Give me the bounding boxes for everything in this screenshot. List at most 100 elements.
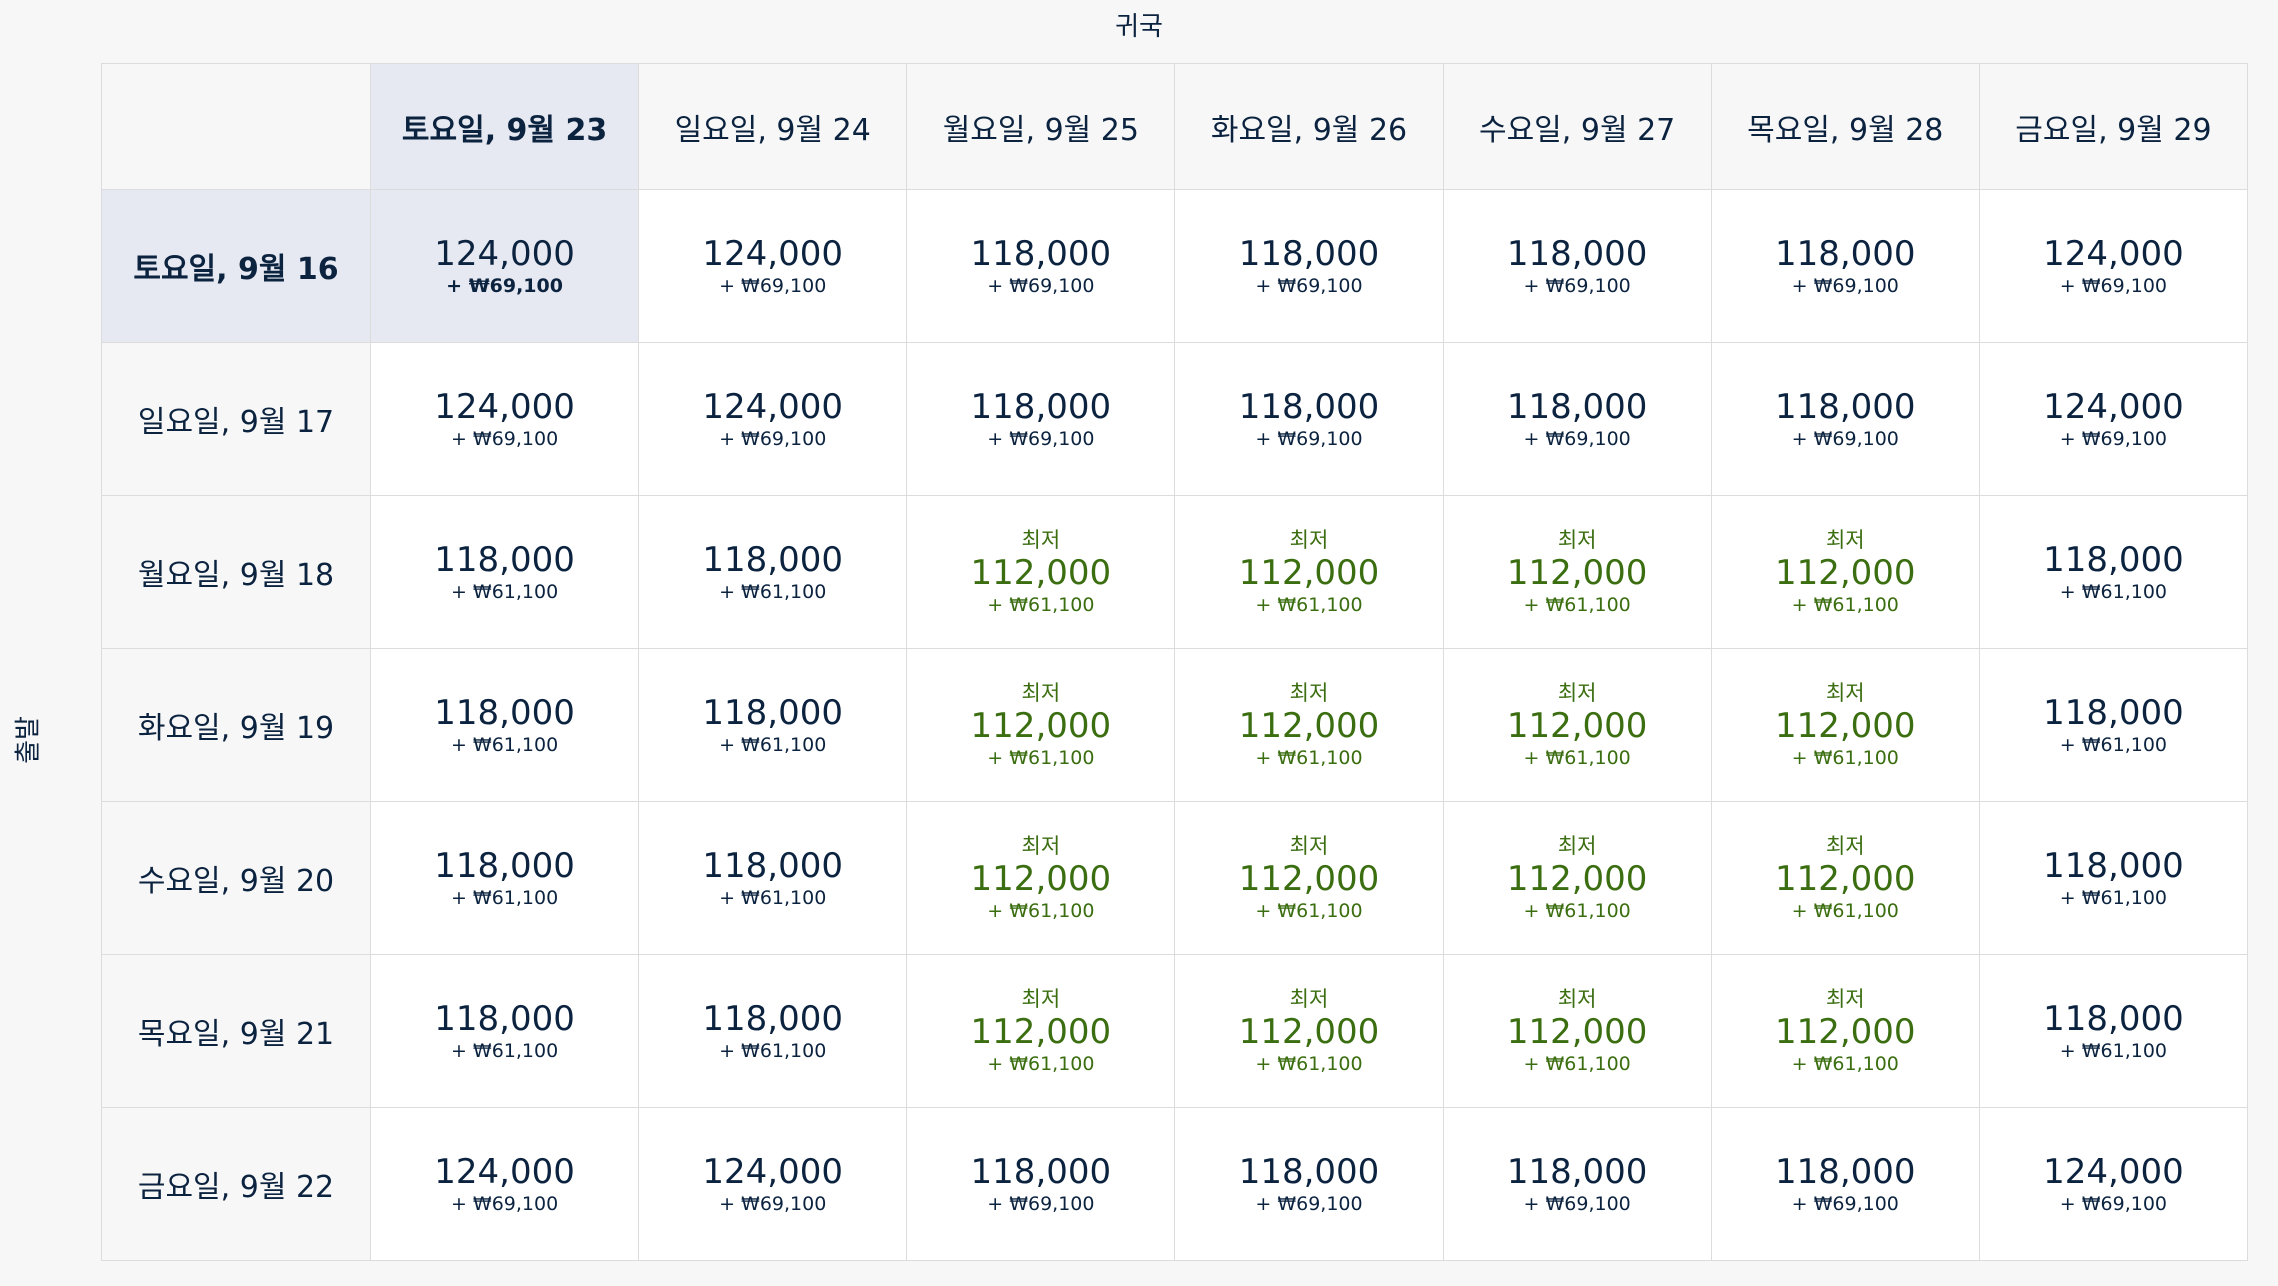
fare-tax: + ₩61,100	[987, 900, 1095, 922]
fare-tax: + ₩69,100	[1791, 1193, 1899, 1215]
fare-price: 118,000	[1506, 234, 1648, 274]
fare-cell[interactable]: 118,000 + ₩61,100	[638, 954, 908, 1108]
fare-price: 112,000	[970, 859, 1112, 899]
fare-tax: + ₩69,100	[450, 428, 559, 450]
fare-cell[interactable]: 124,000 + ₩69,100	[369, 342, 640, 496]
fare-cell[interactable]: 118,000 + ₩61,100	[1978, 801, 2249, 955]
fare-price: 118,000	[702, 999, 844, 1039]
fare-cell[interactable]: 118,000 + ₩61,100	[1978, 648, 2249, 802]
fare-cell[interactable]: 118,000 + ₩69,100	[1174, 1107, 1444, 1261]
fare-row: 수요일, 9월 20 118,000 + ₩61,100 118,000 + ₩61,1…	[101, 801, 2249, 955]
depart-date-header: 금요일, 9월 22	[101, 1107, 371, 1261]
fare-row: 월요일, 9월 18 118,000 + ₩61,100 118,000 + ₩61,1…	[101, 495, 2249, 649]
fare-tax: + ₩61,100	[450, 887, 559, 909]
fare-cell[interactable]: 124,000 + ₩69,100	[1978, 342, 2249, 496]
fare-tax: + ₩61,100	[1255, 1053, 1363, 1075]
fare-cell[interactable]: 최저 112,000 + ₩61,100	[906, 954, 1176, 1108]
lowest-fare-badge: 최저	[1021, 681, 1061, 705]
fare-price: 118,000	[2043, 846, 2184, 886]
lowest-fare-badge: 최저	[1021, 987, 1061, 1011]
return-date-header: 토요일, 9월 23	[369, 63, 640, 190]
fare-cell[interactable]: 최저 112,000 + ₩61,100	[1174, 801, 1444, 955]
fare-cell[interactable]: 118,000 + ₩69,100	[1442, 189, 1712, 343]
fare-cell[interactable]: 118,000 + ₩61,100	[638, 495, 908, 649]
fare-tax: + ₩69,100	[2059, 428, 2168, 450]
depart-axis-label: 출발	[13, 716, 44, 764]
fare-price: 118,000	[434, 999, 575, 1039]
fare-cell[interactable]: 118,000 + ₩61,100	[1978, 954, 2249, 1108]
fare-price: 124,000	[434, 234, 575, 274]
fare-cell[interactable]: 최저 112,000 + ₩61,100	[1710, 495, 1980, 649]
fare-cell[interactable]: 118,000 + ₩61,100	[638, 801, 908, 955]
fare-tax: + ₩69,100	[1255, 1193, 1363, 1215]
depart-date-header: 수요일, 9월 20	[101, 801, 371, 955]
fare-cell[interactable]: 118,000 + ₩61,100	[638, 648, 908, 802]
fare-cell[interactable]: 최저 112,000 + ₩61,100	[1174, 495, 1444, 649]
fare-tax: + ₩61,100	[987, 1053, 1095, 1075]
fare-cell[interactable]: 124,000 + ₩69,100	[638, 189, 908, 343]
fare-cell[interactable]: 최저 112,000 + ₩61,100	[1442, 954, 1712, 1108]
fare-row: 토요일, 9월 16 124,000 + ₩69,100 124,000 + ₩69,1…	[101, 189, 2249, 343]
fare-price: 118,000	[702, 540, 844, 580]
fare-cell[interactable]: 최저 112,000 + ₩61,100	[1710, 801, 1980, 955]
fare-cell[interactable]: 118,000 + ₩61,100	[369, 954, 640, 1108]
depart-date-header: 화요일, 9월 19	[101, 648, 371, 802]
return-date-header: 목요일, 9월 28	[1710, 63, 1980, 190]
fare-tax: + ₩69,100	[987, 1193, 1095, 1215]
fare-cell[interactable]: 최저 112,000 + ₩61,100	[906, 648, 1176, 802]
fare-tax: + ₩61,100	[719, 734, 827, 756]
fare-cell[interactable]: 최저 112,000 + ₩61,100	[906, 801, 1176, 955]
fare-tax: + ₩61,100	[1791, 1053, 1899, 1075]
fare-tax: + ₩61,100	[719, 887, 827, 909]
fare-cell[interactable]: 124,000 + ₩69,100	[638, 1107, 908, 1261]
fare-price: 118,000	[702, 693, 844, 733]
fare-price: 118,000	[1774, 234, 1916, 274]
fare-cell[interactable]: 118,000 + ₩69,100	[906, 342, 1176, 496]
fare-cell[interactable]: 최저 112,000 + ₩61,100	[1174, 648, 1444, 802]
fare-cell[interactable]: 118,000 + ₩69,100	[1442, 1107, 1712, 1261]
fare-price: 124,000	[434, 387, 575, 427]
fare-cell[interactable]: 124,000 + ₩69,100	[369, 189, 640, 343]
lowest-fare-badge: 최저	[1021, 528, 1061, 552]
fare-tax: + ₩61,100	[1523, 747, 1631, 769]
fare-tax: + ₩61,100	[719, 581, 827, 603]
fare-cell[interactable]: 124,000 + ₩69,100	[638, 342, 908, 496]
fare-cell[interactable]: 최저 112,000 + ₩61,100	[1442, 801, 1712, 955]
fare-price: 118,000	[2043, 999, 2184, 1039]
fare-tax: + ₩69,100	[1523, 275, 1631, 297]
fare-price: 118,000	[970, 234, 1112, 274]
fare-cell[interactable]: 118,000 + ₩61,100	[369, 648, 640, 802]
fare-cell[interactable]: 118,000 + ₩69,100	[906, 1107, 1176, 1261]
fare-cell[interactable]: 124,000 + ₩69,100	[1978, 1107, 2249, 1261]
fare-cell[interactable]: 최저 112,000 + ₩61,100	[1442, 648, 1712, 802]
fare-cell[interactable]: 118,000 + ₩69,100	[1710, 342, 1980, 496]
fare-row: 일요일, 9월 17 124,000 + ₩69,100 124,000 + ₩69,1…	[101, 342, 2249, 496]
fare-cell[interactable]: 118,000 + ₩69,100	[1174, 189, 1444, 343]
fare-cell[interactable]: 118,000 + ₩69,100	[1710, 189, 1980, 343]
fare-cell[interactable]: 최저 112,000 + ₩61,100	[1442, 495, 1712, 649]
fare-price: 118,000	[2043, 693, 2184, 733]
fare-cell[interactable]: 118,000 + ₩61,100	[1978, 495, 2249, 649]
fare-cell[interactable]: 최저 112,000 + ₩61,100	[906, 495, 1176, 649]
lowest-fare-badge: 최저	[1825, 987, 1865, 1011]
fare-tax: + ₩69,100	[1523, 428, 1631, 450]
fare-tax: + ₩61,100	[1523, 900, 1631, 922]
fare-cell[interactable]: 118,000 + ₩69,100	[1174, 342, 1444, 496]
fare-cell[interactable]: 124,000 + ₩69,100	[369, 1107, 640, 1261]
fare-cell[interactable]: 124,000 + ₩69,100	[1978, 189, 2249, 343]
fare-cell[interactable]: 최저 112,000 + ₩61,100	[1710, 954, 1980, 1108]
fare-cell[interactable]: 118,000 + ₩61,100	[369, 801, 640, 955]
fare-tax: + ₩69,100	[719, 428, 827, 450]
fare-cell[interactable]: 118,000 + ₩69,100	[1442, 342, 1712, 496]
fare-cell[interactable]: 118,000 + ₩61,100	[369, 495, 640, 649]
return-date-header: 일요일, 9월 24	[638, 63, 908, 190]
depart-date-header: 토요일, 9월 16	[101, 189, 371, 343]
fare-cell[interactable]: 118,000 + ₩69,100	[906, 189, 1176, 343]
fare-cell[interactable]: 최저 112,000 + ₩61,100	[1710, 648, 1980, 802]
fare-cell[interactable]: 최저 112,000 + ₩61,100	[1174, 954, 1444, 1108]
fare-tax: + ₩61,100	[1255, 900, 1363, 922]
lowest-fare-badge: 최저	[1825, 528, 1865, 552]
lowest-fare-badge: 최저	[1021, 834, 1061, 858]
fare-cell[interactable]: 118,000 + ₩69,100	[1710, 1107, 1980, 1261]
fare-tax: + ₩69,100	[450, 1193, 559, 1215]
